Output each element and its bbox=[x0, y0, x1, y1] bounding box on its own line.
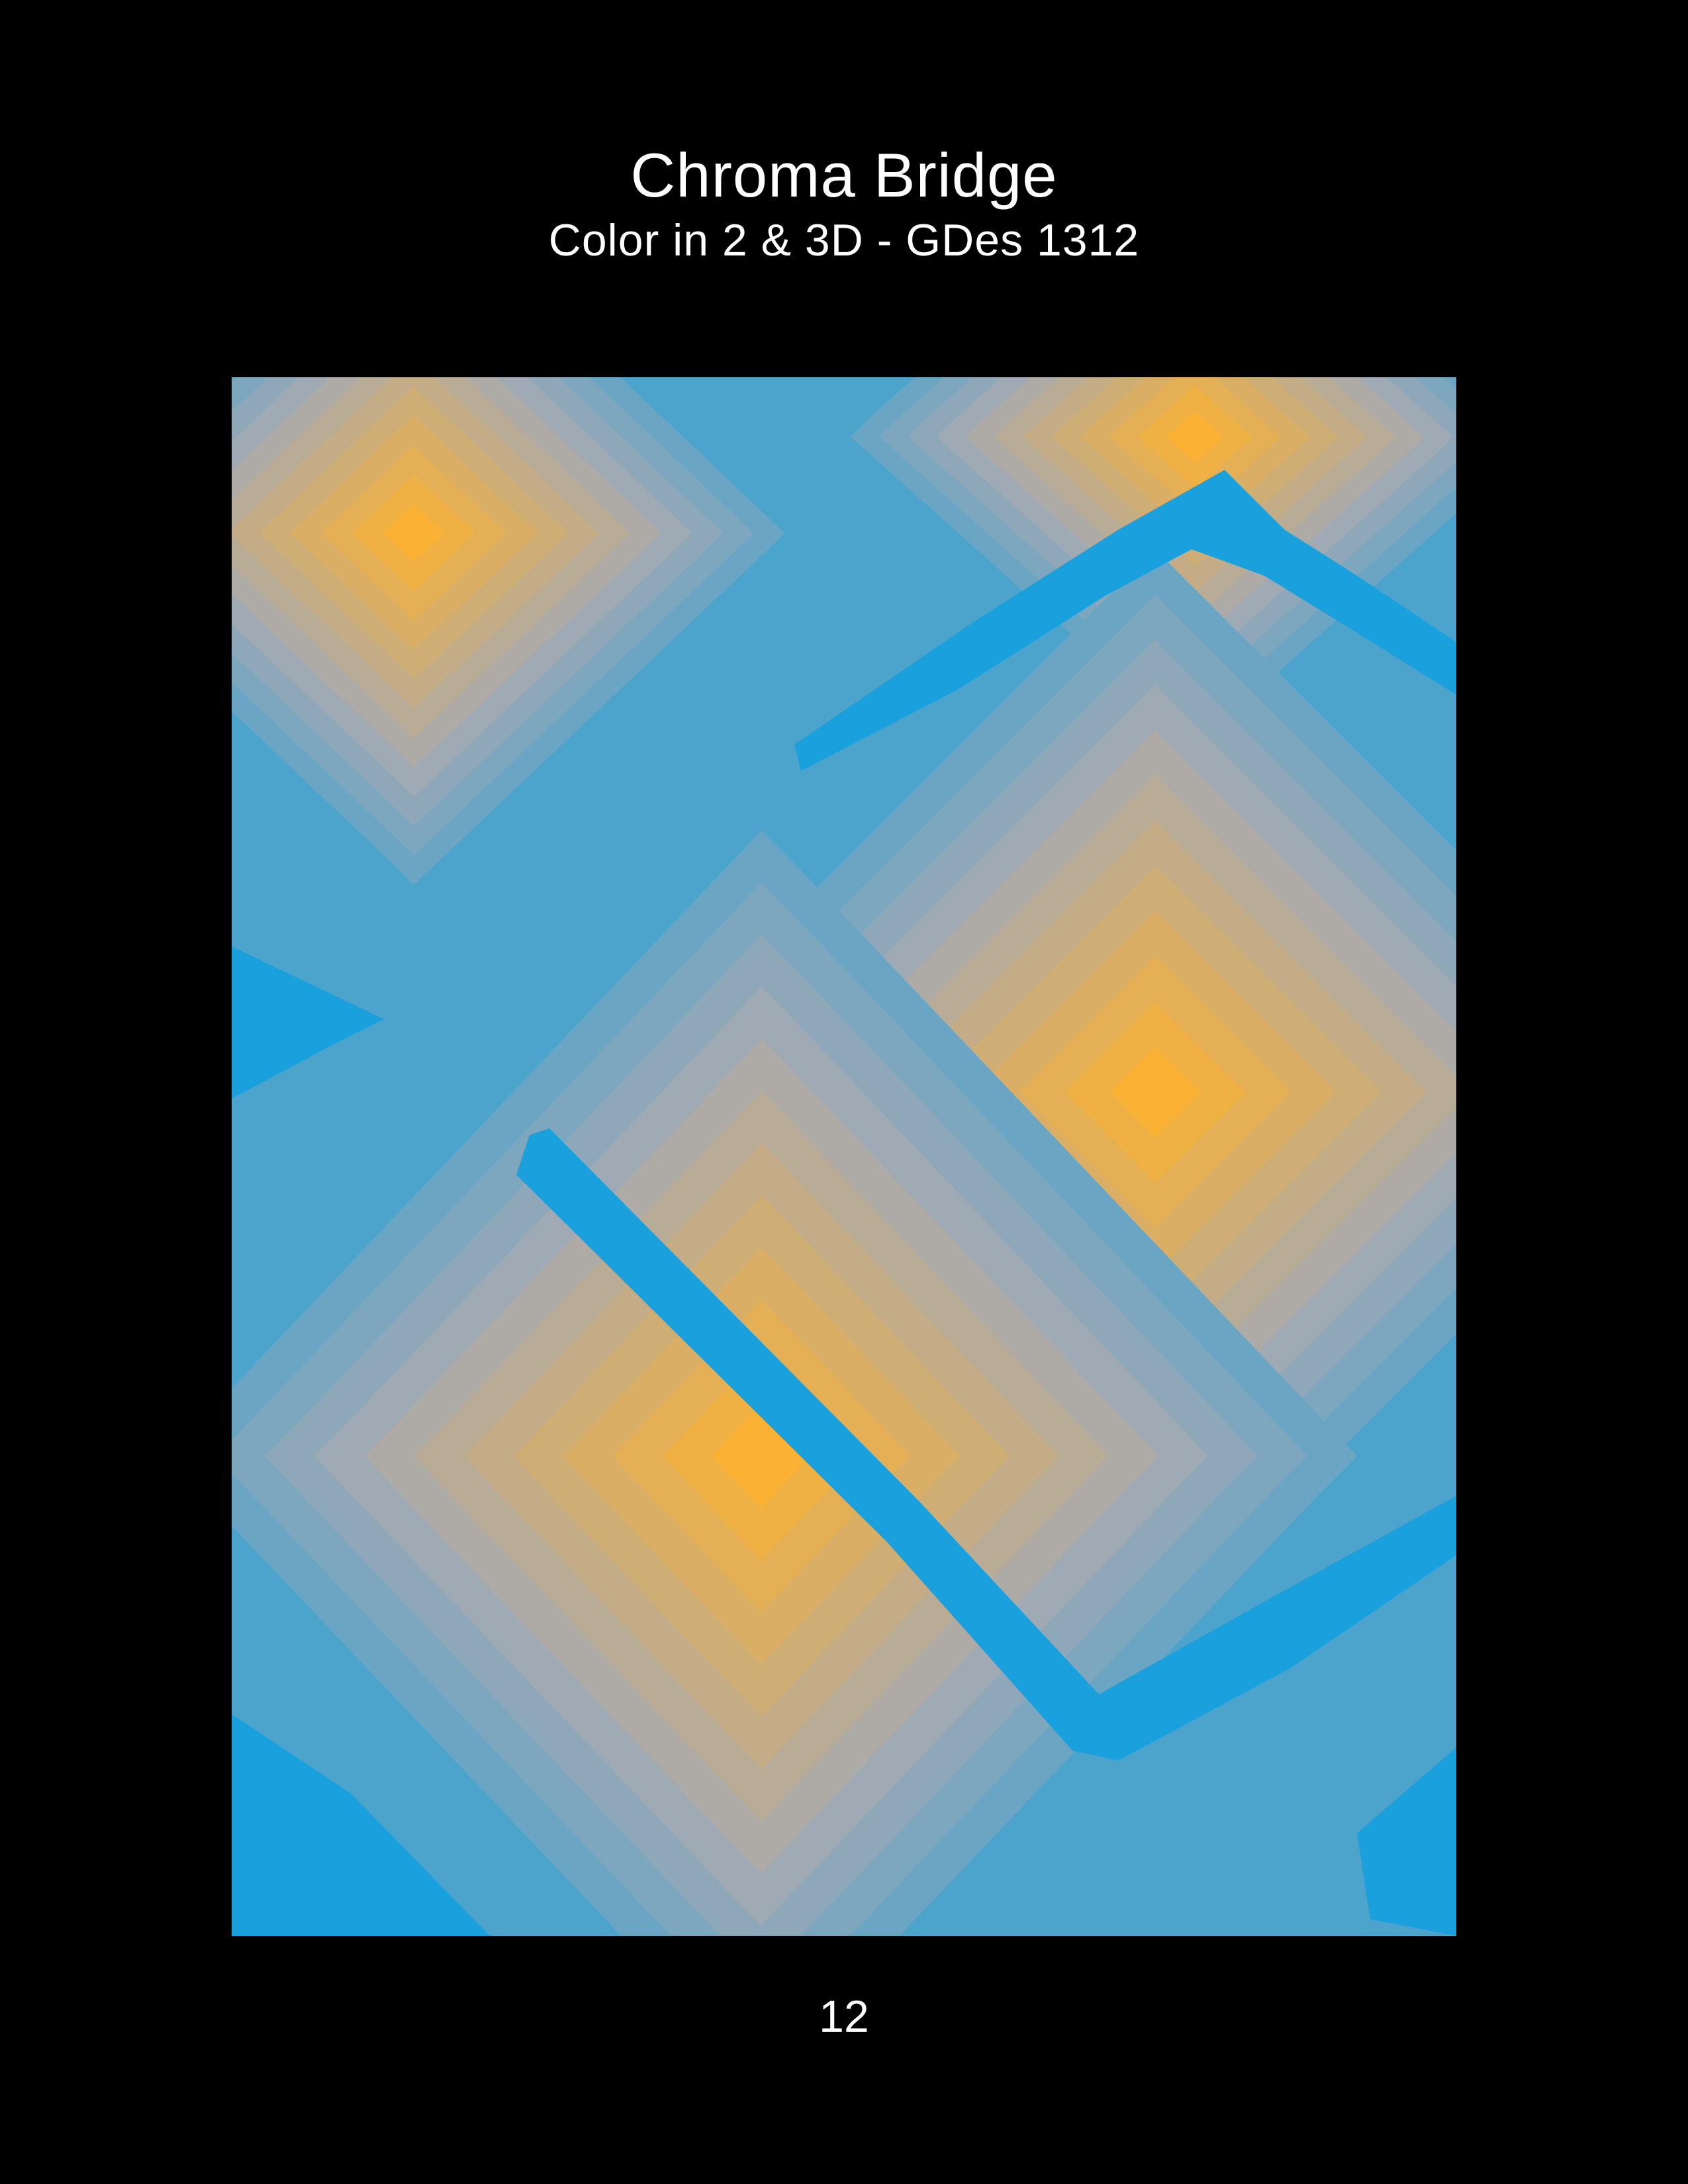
page-subtitle: Color in 2 & 3D - GDes 1312 bbox=[548, 215, 1140, 265]
diamond-top-right-step-12 bbox=[1166, 411, 1224, 463]
blue-bridge-upper bbox=[794, 470, 1456, 771]
blue-corner-bottom-right bbox=[1357, 1747, 1456, 1936]
blue-bridge-lower bbox=[516, 1128, 1456, 1760]
page-number: 12 bbox=[819, 1991, 869, 2042]
blue-corner-bottom-left bbox=[232, 1714, 490, 1936]
blue-edge-left bbox=[232, 927, 384, 1099]
diamond-center-right-step-12 bbox=[1109, 1046, 1201, 1138]
artwork-canvas bbox=[232, 377, 1456, 1936]
page-title: Chroma Bridge bbox=[630, 140, 1058, 210]
diamond-top-left-step-12 bbox=[383, 503, 445, 563]
chroma-bridge-artwork bbox=[232, 377, 1456, 1936]
